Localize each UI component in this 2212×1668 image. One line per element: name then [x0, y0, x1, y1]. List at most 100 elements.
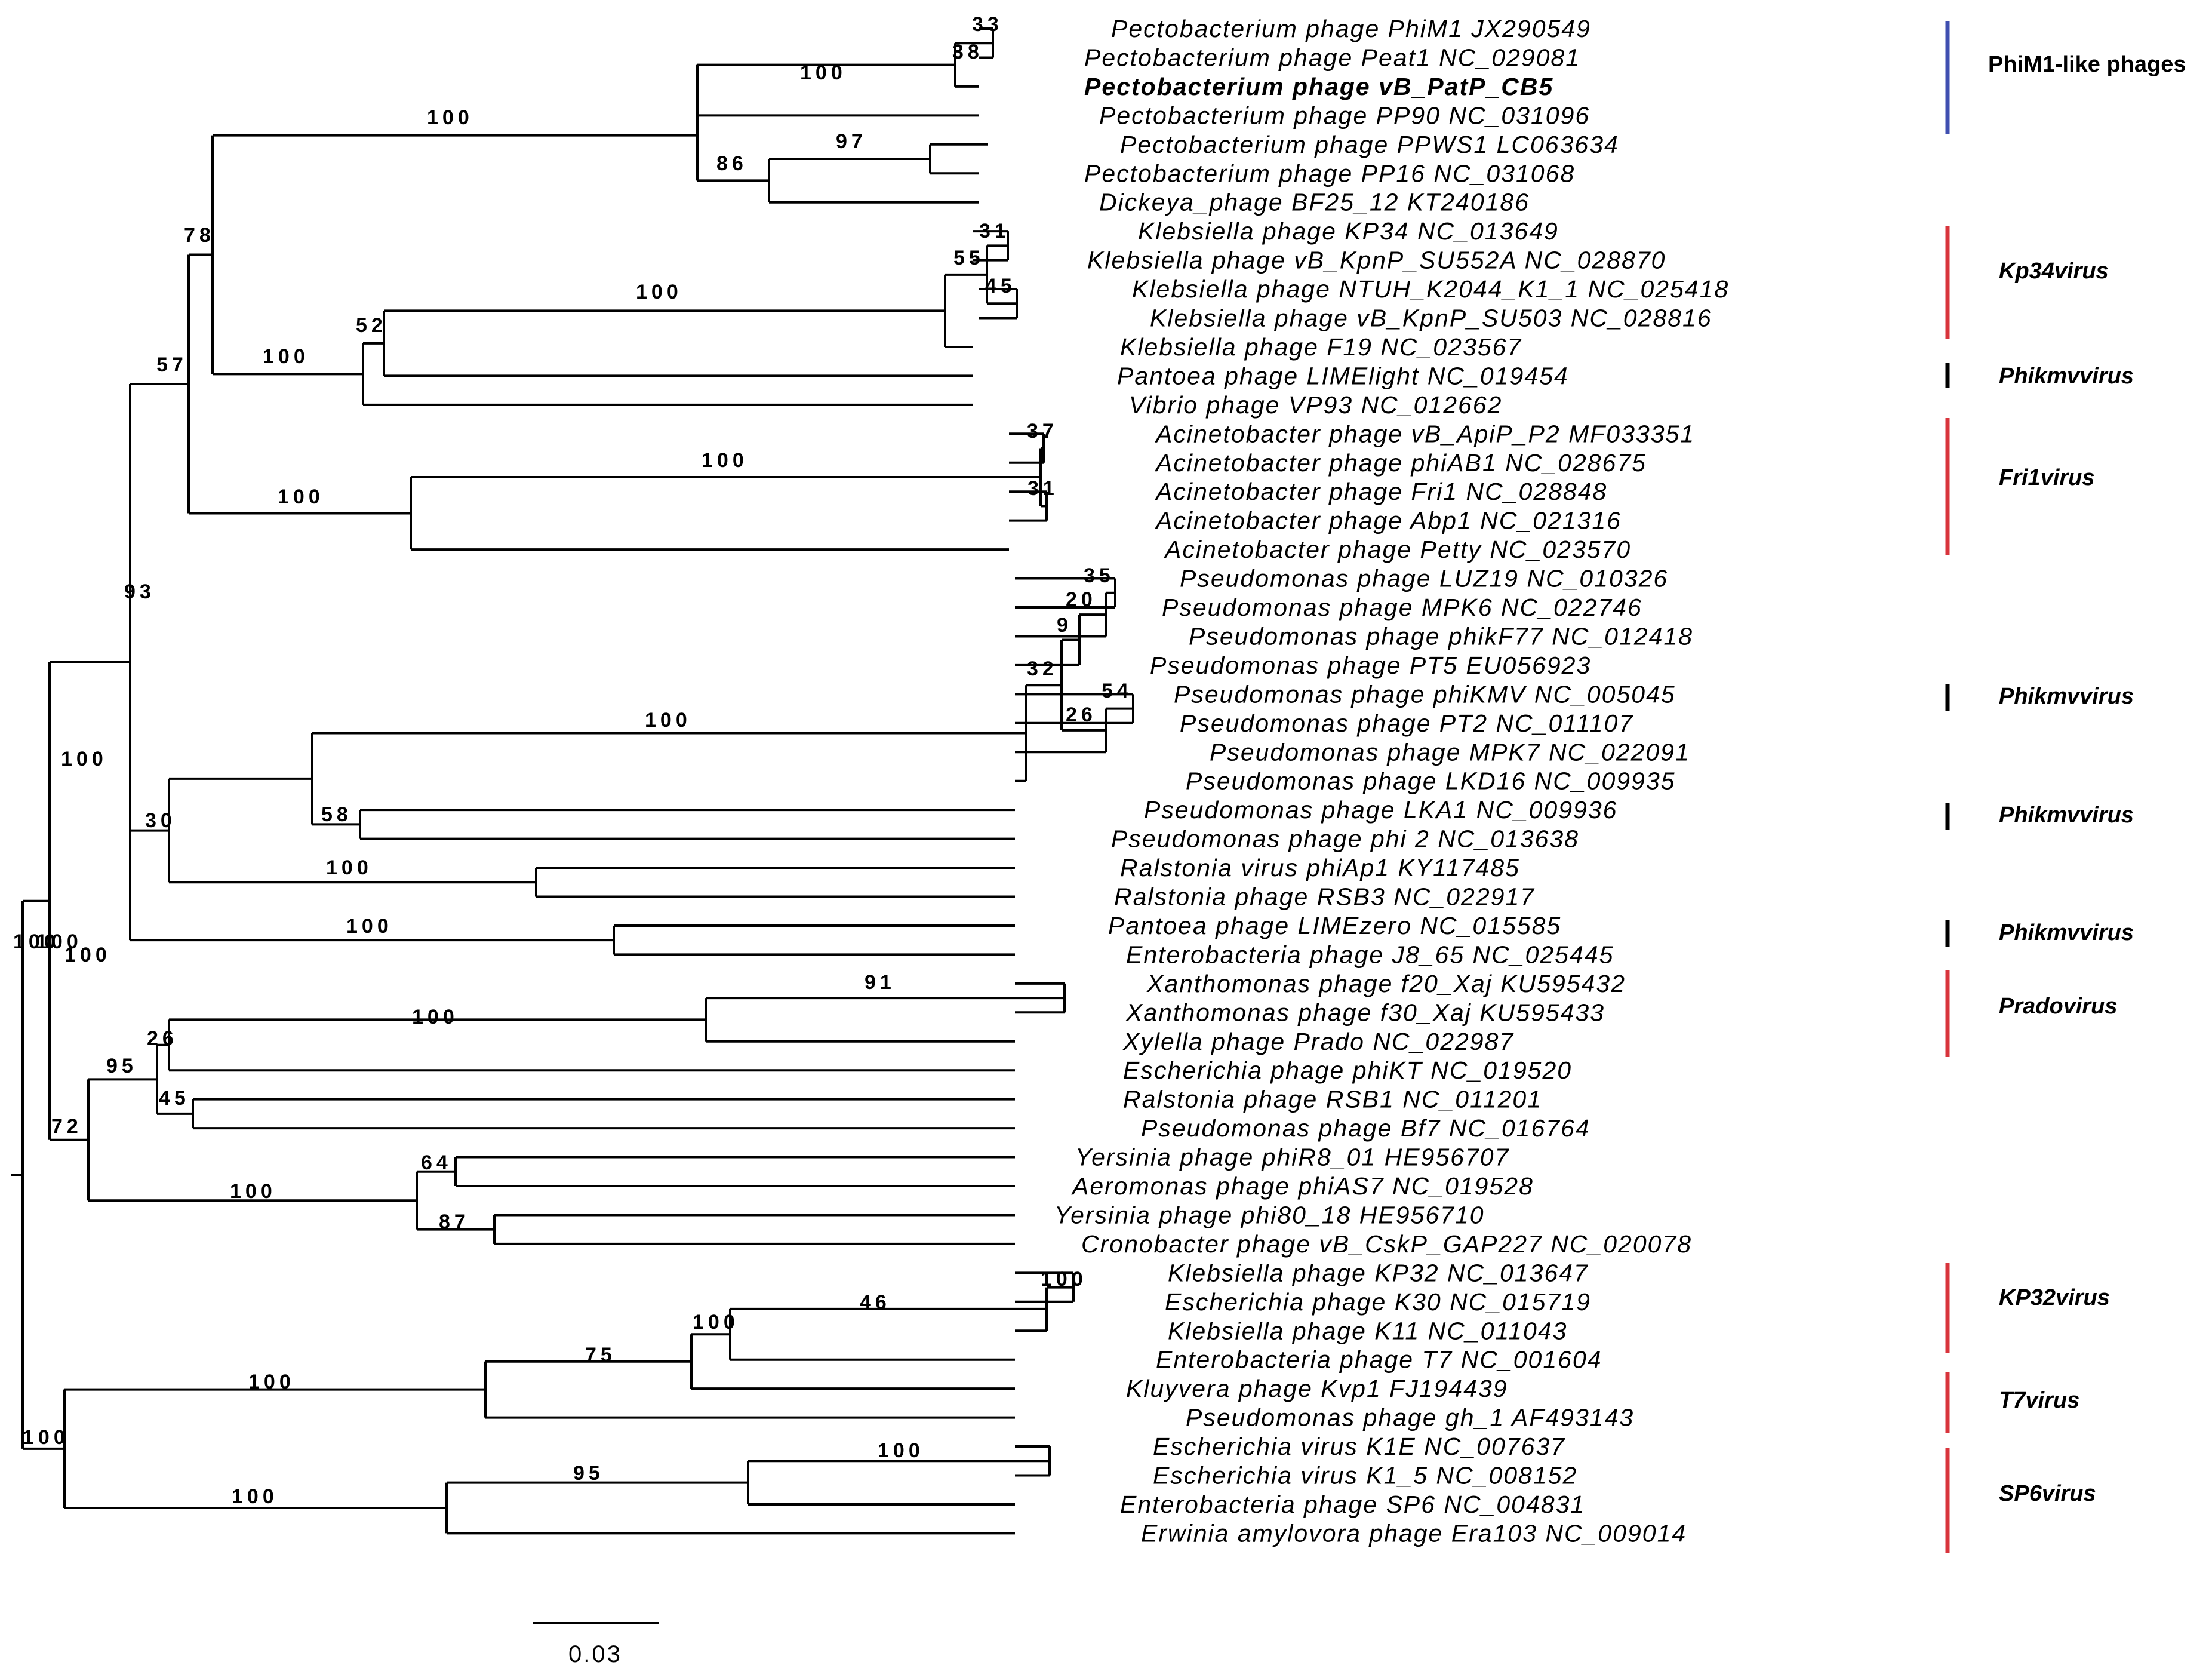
leaf-label: Pseudomonas phage LKA1 NC_009936: [1144, 796, 1617, 824]
leaf-label: Enterobacteria phage T7 NC_001604: [1156, 1346, 1602, 1374]
leaf-label: Pectobacterium phage PhiM1 JX290549: [1111, 15, 1591, 42]
leaf-label: Klebsiella phage K11 NC_011043: [1168, 1317, 1567, 1344]
leaf-label: Pseudomonas phage phiKMV NC_005045: [1174, 680, 1676, 708]
leaf-label: Enterobacteria phage J8_65 NC_025445: [1126, 941, 1614, 968]
leaf-label: Klebsiella phage F19 NC_023567: [1120, 333, 1522, 361]
leaf-label: Vibrio phage VP93 NC_012662: [1129, 391, 1502, 419]
support-value: 100: [636, 281, 682, 303]
support-value: 30: [145, 809, 176, 832]
support-value: 55: [953, 247, 985, 269]
clade-label: Kp34virus: [1999, 259, 2109, 284]
support-value: 78: [184, 224, 215, 247]
support-value: 72: [51, 1115, 82, 1138]
support-value: 58: [321, 803, 352, 826]
support-value: 37: [1027, 420, 1058, 443]
leaf-label: Pseudomonas phage MPK7 NC_022091: [1210, 738, 1690, 766]
support-value: 100: [64, 944, 111, 966]
support-value: 20: [1066, 588, 1097, 611]
clade-label: KP32virus: [1999, 1285, 2110, 1310]
support-value: 100: [36, 930, 82, 953]
support-value: 100: [248, 1371, 295, 1393]
clade-label: Fri1virus: [1999, 465, 2095, 490]
scale-bar: 0.03: [533, 1622, 659, 1667]
support-value: 100: [427, 106, 473, 129]
support-value: 26: [1066, 704, 1097, 726]
support-value: 100: [702, 449, 748, 472]
leaf-label: Dickeya_phage BF25_12 KT240186: [1099, 189, 1530, 216]
leaf-label: Yersinia phage phi80_18 HE956710: [1054, 1201, 1485, 1228]
leaf-label: Klebsiella phage vB_KpnP_SU503 NC_028816: [1150, 305, 1712, 332]
support-value: 100: [326, 856, 373, 879]
leaf-label: Klebsiella phage KP34 NC_013649: [1138, 217, 1559, 245]
leaf-label: Acinetobacter phage Fri1 NC_028848: [1154, 478, 1607, 505]
leaf-label: Xylella phage Prado NC_022987: [1122, 1028, 1514, 1055]
support-value: 87: [439, 1211, 470, 1233]
leaf-label: Acinetobacter phage Abp1 NC_021316: [1154, 507, 1622, 535]
support-value: 75: [585, 1344, 616, 1366]
leaf-label: Pseudomonas phage PT5 EU056923: [1150, 652, 1591, 679]
leaf-label: Pectobacterium phage vB_PatP_CB5: [1084, 73, 1553, 100]
leaf-label: Escherichia phage phiKT NC_019520: [1123, 1056, 1572, 1084]
clade-label: SP6virus: [1999, 1481, 2096, 1506]
support-value: 38: [952, 41, 983, 63]
clade-label: T7virus: [1999, 1388, 2079, 1413]
leaf-label: Acinetobacter phage vB_ApiP_P2 MF033351: [1154, 420, 1695, 447]
leaf-label: Pseudomonas phage phi 2 NC_013638: [1111, 825, 1579, 853]
support-value: 26: [147, 1027, 178, 1050]
support-value: 9: [1057, 614, 1072, 637]
leaf-label: Kluyvera phage Kvp1 FJ194439: [1126, 1375, 1508, 1402]
support-value: 46: [860, 1291, 891, 1314]
support-value: 31: [979, 220, 1010, 242]
clade-label: Pradovirus: [1999, 994, 2118, 1019]
support-value: 100: [263, 345, 309, 368]
leaf-label: Klebsiella phage vB_KpnP_SU552A NC_02887…: [1087, 247, 1666, 274]
support-value: 45: [159, 1087, 190, 1110]
leaf-label: Pectobacterium phage PP90 NC_031096: [1099, 102, 1590, 129]
support-value: 100: [693, 1311, 739, 1334]
support-value: 33: [972, 13, 1003, 36]
support-value: 93: [124, 580, 155, 603]
leaf-label: Escherichia virus K1_5 NC_008152: [1153, 1462, 1577, 1489]
leaf-label: Pseudomonas phage PT2 NC_011107: [1180, 709, 1633, 737]
leaf-label: Pantoea phage LIMEzero NC_015585: [1108, 912, 1561, 939]
leaf-label: Pantoea phage LIMElight NC_019454: [1117, 362, 1569, 389]
support-value: 91: [865, 971, 896, 994]
support-value: 95: [573, 1462, 604, 1485]
leaf-label: Ralstonia phage RSB3 NC_022917: [1114, 883, 1535, 911]
support-value: 32: [1027, 658, 1058, 680]
support-value: 45: [985, 275, 1016, 297]
clade-label: Phikmvvirus: [1999, 684, 2134, 709]
leaf-label: Klebsiella phage NTUH_K2044_K1_1 NC_0254…: [1132, 275, 1729, 303]
support-value: 100: [1041, 1268, 1087, 1291]
leaf-label: Yersinia phage phiR8_01 HE956707: [1075, 1144, 1510, 1171]
support-value: 31: [1027, 477, 1059, 500]
leaf-label: Enterobacteria phage SP6 NC_004831: [1120, 1491, 1585, 1518]
support-value: 35: [1084, 564, 1115, 587]
clade-label: Phikmvvirus: [1999, 920, 2134, 945]
clade-annotations: PhiM1-like phages Kp34virus Phikmvvirus Fri…: [1945, 21, 2186, 1553]
leaf-label: Acinetobacter phage Petty NC_023570: [1163, 536, 1631, 563]
support-value: 97: [836, 130, 867, 153]
support-values: 3338100978610031554510052100785737311001…: [13, 13, 1133, 1508]
support-value: 100: [878, 1439, 924, 1462]
support-value: 100: [23, 1426, 69, 1449]
support-value: 100: [412, 1006, 459, 1028]
support-value: 52: [356, 314, 387, 337]
support-value: 54: [1102, 680, 1133, 702]
leaf-label: Klebsiella phage KP32 NC_013647: [1168, 1259, 1589, 1286]
support-value: 86: [716, 152, 747, 175]
clade-label: Phikmvvirus: [1999, 803, 2134, 828]
support-value: 100: [61, 748, 107, 770]
leaf-label: Ralstonia phage RSB1 NC_011201: [1123, 1086, 1542, 1113]
support-value: 100: [645, 709, 691, 732]
leaf-label: Pectobacterium phage PP16 NC_031068: [1084, 159, 1575, 187]
leaf-label: Escherichia phage K30 NC_015719: [1165, 1288, 1591, 1316]
leaf-label: Pectobacterium phage PPWS1 LC063634: [1120, 131, 1619, 158]
leaf-label: Pseudomonas phage phikF77 NC_012418: [1189, 622, 1693, 650]
leaf-label: Erwinia amylovora phage Era103 NC_009014: [1141, 1519, 1687, 1547]
tree-branches: [11, 27, 1134, 1535]
leaf-label: Pseudomonas phage LUZ19 NC_010326: [1180, 565, 1668, 592]
support-value: 100: [278, 486, 324, 508]
leaf-label: Cronobacter phage vB_CskP_GAP227 NC_0200…: [1081, 1230, 1692, 1258]
